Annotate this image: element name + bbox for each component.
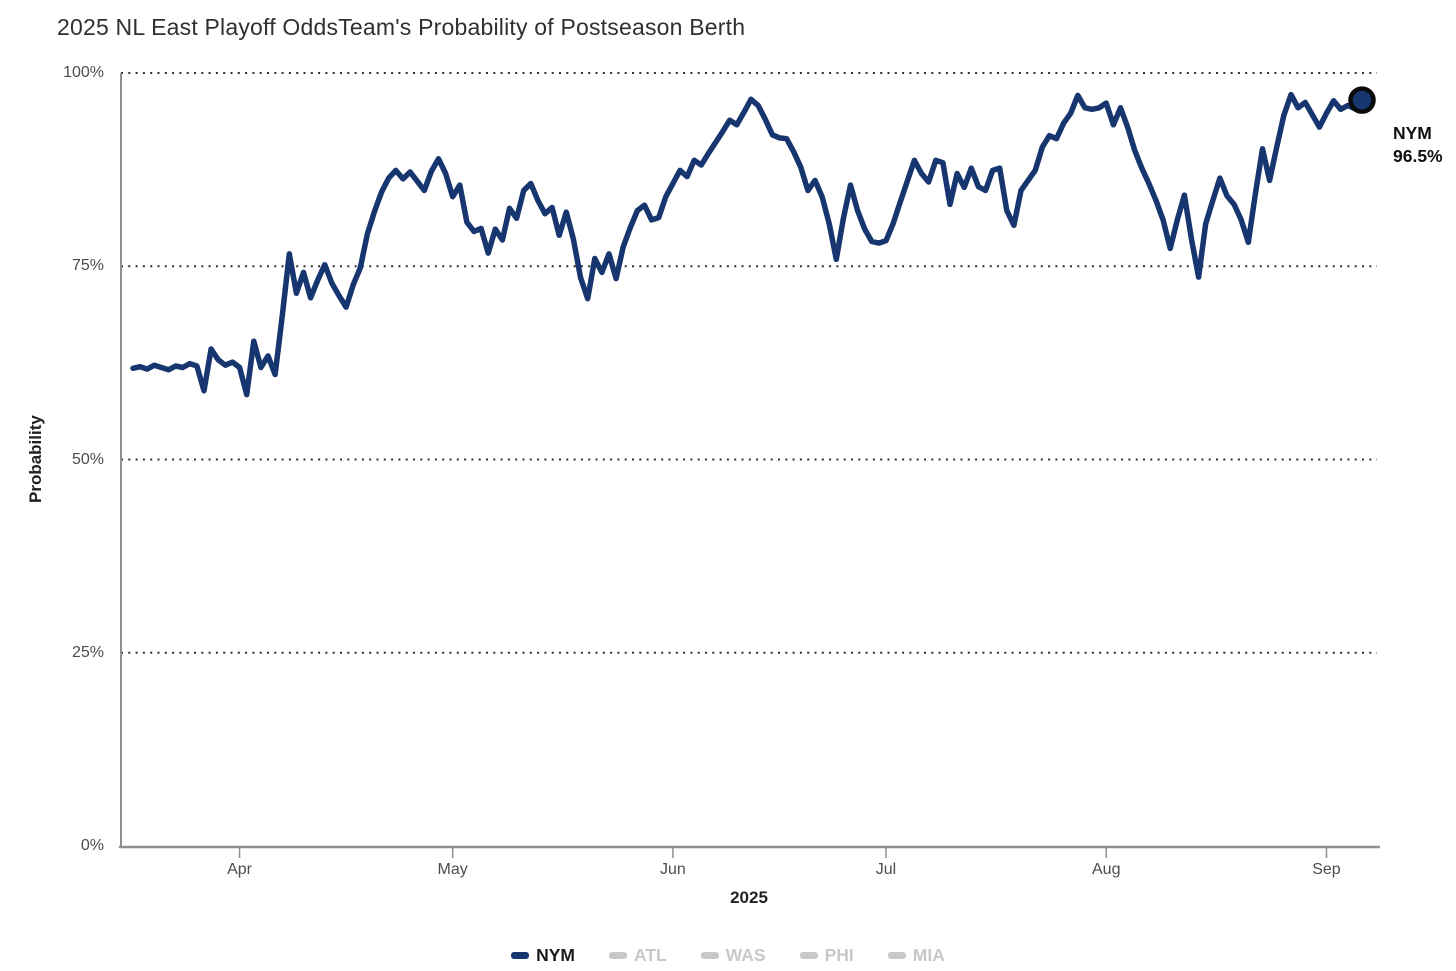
y-tick-label-25: 25% (71, 643, 104, 661)
chart-title: 2025 NL East Playoff OddsTeam's Probabil… (57, 14, 745, 41)
legend-label-nym: NYM (536, 945, 576, 965)
y-axis-title: Probability (26, 415, 45, 503)
series-end-dot[interactable] (1348, 86, 1376, 114)
chart-title-primary: 2025 NL East Playoff Odds (57, 14, 339, 40)
series-line-nym[interactable] (130, 91, 1365, 398)
x-tick-label-jun: Jun (659, 861, 686, 878)
legend-label-mia: MIA (912, 945, 945, 965)
legend-label-atl: ATL (634, 945, 667, 965)
legend-item-phi[interactable]: PHI (799, 945, 854, 965)
chart-title-secondary: Team's Probability of Postseason Berth (338, 14, 746, 40)
series-end-team-label: NYM (1393, 123, 1432, 143)
legend-swatch-was (700, 951, 719, 959)
legend-item-mia[interactable]: MIA (887, 945, 945, 965)
x-tick-label-apr: Apr (227, 861, 252, 878)
legend-swatch-atl (609, 951, 628, 959)
series-end-annotation: NYM 96.5% (1393, 122, 1443, 168)
x-tick-label-aug: Aug (1092, 861, 1121, 878)
x-tick-label-may: May (437, 861, 468, 878)
legend-swatch-mia (887, 951, 906, 959)
legend-item-nym[interactable]: NYM (511, 945, 575, 965)
legend-swatch-phi (799, 951, 818, 959)
y-tick-label-75: 75% (71, 257, 104, 275)
x-tick-label-sep: Sep (1312, 861, 1341, 878)
series-end-value-label: 96.5% (1393, 146, 1443, 166)
legend-item-was[interactable]: WAS (700, 945, 766, 965)
x-axis-title: 2025 (730, 888, 768, 907)
y-tick-label-50: 50% (71, 450, 104, 468)
legend-label-was: WAS (725, 945, 766, 965)
legend-swatch-nym (511, 951, 530, 959)
legend-item-atl[interactable]: ATL (609, 945, 667, 965)
chart-legend: NYM ATL WAS PHI MIA (0, 941, 1456, 969)
legend-label-phi: PHI (824, 945, 854, 965)
y-tick-label-0: 0% (80, 837, 104, 854)
y-tick-label-100: 100% (63, 64, 104, 81)
x-tick-label-jul: Jul (875, 861, 897, 878)
